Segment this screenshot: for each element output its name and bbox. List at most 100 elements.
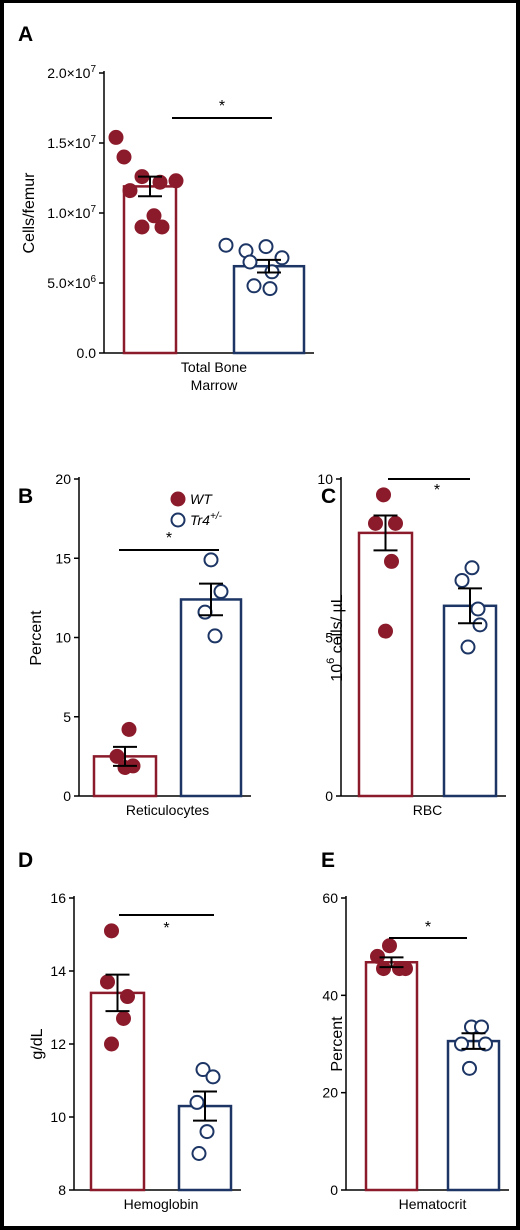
y-axis-label-sup: 6: [325, 658, 337, 664]
category-label: Total Bone: [181, 359, 247, 375]
panel-label-e: E: [321, 849, 335, 872]
significance-asterisk: *: [163, 920, 169, 937]
y-tick-label-mantissa: 20: [322, 1085, 338, 1101]
category-label: Hemoglobin: [124, 1196, 199, 1212]
y-tick-label-mantissa: 15: [55, 550, 71, 566]
y-tick-label-mantissa: 1.0×10: [47, 205, 90, 221]
y-tick-label: 0.0: [77, 345, 97, 361]
panel-label-b: B: [18, 485, 33, 508]
y-tick-label: 2.0×107: [47, 64, 96, 81]
data-point-wt: [109, 748, 125, 764]
data-point-tr4: [454, 572, 470, 588]
figure: A0.05.0×1061.0×1071.5×1072.0×107Cells/fe…: [18, 23, 509, 1212]
y-tick-label-mantissa: 0: [330, 1182, 338, 1198]
y-tick-label-mantissa: 10: [317, 471, 333, 487]
data-point-wt: [100, 974, 115, 990]
y-tick-label: 40: [322, 987, 338, 1003]
data-point-tr4: [470, 601, 486, 617]
y-tick-label-exponent: 7: [90, 64, 96, 75]
y-tick-label: 16: [50, 890, 66, 906]
y-tick-label: 20: [322, 1085, 338, 1101]
data-point-wt: [146, 208, 162, 224]
data-point-wt: [104, 1036, 119, 1052]
data-point-tr4: [191, 1146, 207, 1161]
data-point-tr4: [218, 237, 234, 253]
y-tick-label-mantissa: 5.0×10: [47, 275, 90, 291]
data-point-wt: [388, 515, 403, 531]
data-point-wt: [121, 721, 137, 737]
data-point-tr4: [454, 1036, 469, 1052]
panel-d: D 8 10 12 14 16 g/dL Hemoglobin *: [18, 849, 241, 1212]
y-tick-label: 15: [55, 550, 71, 566]
y-tick-label-exponent: 6: [90, 274, 96, 285]
y-tick-label-mantissa: 0.0: [77, 345, 97, 361]
figure-frame: A 0.0 5.0×106 1.0×107 1.5×107 2.0×107 Cells/fe…: [4, 3, 516, 1226]
data-point-wt: [368, 515, 383, 531]
legend-marker-wt: [170, 491, 186, 507]
data-point-wt: [152, 174, 168, 190]
y-tick-label: 1.0×107: [47, 204, 96, 221]
data-point-wt: [108, 129, 124, 145]
data-point-wt: [378, 623, 393, 639]
data-point-tr4: [464, 560, 480, 576]
data-point-wt: [116, 1010, 131, 1026]
data-point-tr4: [478, 1036, 493, 1052]
y-tick-label-mantissa: 14: [50, 963, 66, 979]
y-tick-label-mantissa: 5: [63, 709, 71, 725]
data-point-tr4: [462, 1060, 477, 1076]
data-point-wt: [382, 938, 397, 954]
y-axis-label: g/dL: [29, 1028, 46, 1059]
bar-wt: [357, 531, 414, 798]
y-tick-label-mantissa: 10: [55, 630, 71, 646]
data-point-tr4: [195, 1062, 211, 1078]
y-tick-label-mantissa: 12: [50, 1036, 66, 1052]
significance-asterisk: *: [219, 98, 225, 115]
y-tick-label-mantissa: 20: [55, 471, 71, 487]
data-point-tr4: [207, 628, 223, 644]
y-tick-label-mantissa: 8: [58, 1182, 66, 1198]
y-tick-label: 12: [50, 1036, 66, 1052]
bar-tr4: [442, 604, 498, 798]
y-tick-label: 60: [322, 890, 338, 906]
legend-label-tr4-base: Tr4: [190, 512, 210, 528]
data-point-tr4: [213, 584, 229, 600]
significance-asterisk: *: [166, 530, 172, 547]
y-tick-label: 10: [55, 630, 71, 646]
category-label: Hematocrit: [399, 1196, 467, 1212]
y-tick-label: 5.0×106: [47, 274, 96, 291]
data-point-wt: [392, 961, 407, 977]
y-tick-label: 0: [330, 1182, 338, 1198]
data-point-wt: [116, 149, 132, 165]
y-tick-label: 0: [63, 788, 71, 804]
panel-label-c: C: [321, 485, 336, 508]
y-tick-label: 8: [58, 1182, 66, 1198]
panel-label-d: D: [18, 849, 33, 872]
data-point-wt: [122, 183, 138, 199]
panel-b: B 0 5 10 15 20 Percent Reticulocytes * WT Tr4+/-: [18, 471, 251, 818]
y-tick-label: 0: [325, 788, 333, 804]
y-axis-label: Percent: [329, 1016, 346, 1072]
data-point-tr4: [460, 639, 476, 655]
category-label: Reticulocytes: [126, 802, 209, 818]
data-point-wt: [376, 961, 391, 977]
category-label: Marrow: [191, 377, 239, 393]
data-point-wt: [168, 173, 184, 189]
legend-label-wt: WT: [190, 491, 213, 507]
data-point-tr4: [199, 1124, 215, 1140]
y-tick-label-mantissa: 5: [325, 630, 333, 646]
y-tick-label-mantissa: 16: [50, 890, 66, 906]
y-tick-label: 1.5×107: [47, 134, 96, 151]
panel-e: E 0 20 40 60 Percent Hematocrit *: [321, 849, 509, 1212]
legend-label-tr4: Tr4+/-: [190, 511, 223, 528]
significance-asterisk: *: [425, 919, 431, 936]
y-tick-label-exponent: 7: [90, 204, 96, 215]
data-point-wt: [376, 487, 391, 503]
y-tick-label-exponent: 7: [90, 134, 96, 145]
data-point-tr4: [262, 281, 278, 297]
y-axis-label-base: 10: [329, 664, 346, 682]
panel-a: A0.05.0×1061.0×1071.5×1072.0×107Cells/fe…: [18, 23, 314, 393]
y-tick-label-mantissa: 60: [322, 890, 338, 906]
data-point-wt: [120, 989, 135, 1005]
data-point-wt: [384, 553, 399, 569]
